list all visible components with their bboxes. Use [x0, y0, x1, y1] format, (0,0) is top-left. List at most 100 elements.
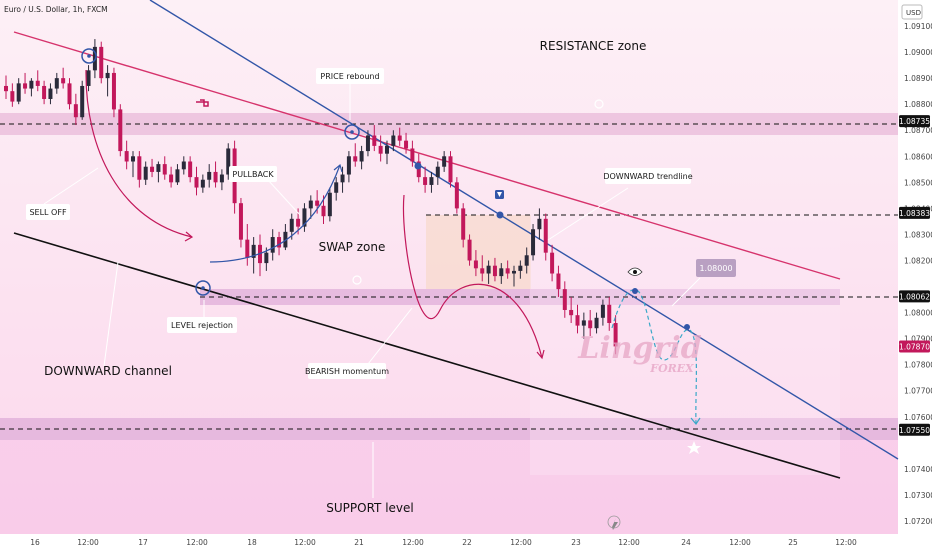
price-tick-label: 1.08300	[904, 230, 932, 239]
channel-lower-line	[13, 232, 841, 479]
currency-label: USD	[906, 9, 921, 17]
candle-body	[308, 200, 313, 209]
downward-trendline-blue	[149, 0, 899, 460]
price-tick-label: 1.07400	[904, 465, 932, 474]
candle-body	[105, 72, 110, 79]
currency-label-box	[901, 4, 923, 20]
candle-body	[16, 83, 21, 102]
candle-body	[150, 166, 155, 172]
candle-body	[143, 166, 148, 180]
candle-body	[86, 70, 91, 86]
price-tick-label: 1.07900	[904, 335, 932, 344]
level-rejection-label: LEVEL rejection	[171, 321, 233, 330]
candle-body	[80, 85, 85, 118]
time-tick-label: 23	[571, 538, 581, 547]
candle-body	[378, 145, 383, 154]
hammer-icon	[196, 99, 209, 107]
candle-body	[372, 135, 377, 146]
candle-body	[296, 218, 301, 227]
clock-icon	[352, 275, 362, 285]
candle-body	[556, 273, 561, 290]
price-tick-label: 1.08500	[904, 178, 932, 187]
candle-body	[524, 255, 529, 266]
candle-body	[505, 268, 510, 274]
lower-region	[0, 440, 898, 534]
candle-body	[67, 83, 72, 105]
candle-body	[207, 171, 212, 180]
candle-body	[175, 169, 180, 183]
candle-body	[454, 182, 459, 209]
candle-body	[226, 148, 231, 175]
candle-body	[391, 135, 396, 146]
price-tick-label: 1.07600	[904, 413, 932, 422]
price-badge	[899, 340, 930, 353]
candle-body	[537, 218, 542, 230]
candle-body	[131, 156, 135, 162]
time-tick-label: 22	[462, 538, 472, 547]
price-badge-label: 1.08383	[899, 209, 930, 218]
time-tick-label: 12:00	[510, 538, 532, 547]
candle-body	[435, 166, 440, 178]
candle-body	[461, 208, 466, 240]
price-tick-label: 1.07300	[904, 491, 932, 500]
candle-body	[480, 268, 485, 274]
time-tick-label: 21	[354, 538, 364, 547]
down-arrow-icon	[497, 192, 502, 197]
price-badge	[899, 206, 930, 219]
candle-body	[359, 151, 364, 162]
candle-body	[35, 80, 40, 86]
candle-body	[467, 239, 472, 261]
candle-body	[238, 203, 243, 240]
price-badge	[899, 115, 930, 128]
candle-body	[613, 323, 618, 347]
candle-body	[531, 229, 536, 256]
price-badge-label: 1.08062	[899, 292, 930, 301]
price-tick-label: 1.09100	[904, 22, 932, 31]
candle-body	[423, 177, 428, 185]
time-tick-label: 12:00	[186, 538, 208, 547]
candles-group	[4, 39, 618, 355]
candle-body	[346, 156, 351, 175]
time-tick-label: 18	[247, 538, 257, 547]
candle-body	[550, 252, 555, 274]
downward-trendline-label: DOWNWARD trendline	[603, 172, 692, 181]
eye-pupil	[633, 270, 637, 274]
candle-body	[48, 88, 53, 99]
candle-body	[334, 182, 339, 193]
price-rebound-label: PRICE rebound	[320, 72, 379, 81]
annotation-boxes	[26, 68, 691, 379]
candle-body	[10, 91, 15, 102]
downward-channel-label: DOWNWARD channel	[44, 364, 172, 378]
candle-body	[188, 161, 193, 178]
time-tick-label: 12:00	[618, 538, 640, 547]
candle-body	[327, 192, 332, 217]
price-badge	[899, 290, 930, 303]
candle-body	[410, 148, 415, 162]
candle-body	[575, 315, 580, 326]
candle-body	[213, 171, 218, 183]
candle-body	[111, 72, 116, 110]
price-tick-label: 1.07700	[904, 387, 932, 396]
candle-body	[137, 156, 142, 180]
time-tick-label: 12:00	[77, 538, 99, 547]
time-tick-label: 12:00	[402, 538, 424, 547]
candle-body	[162, 164, 167, 175]
candle-body	[277, 237, 282, 248]
candle-body	[124, 151, 129, 162]
candle-body	[600, 304, 605, 318]
candle-body	[181, 161, 186, 170]
candle-body	[251, 244, 256, 258]
time-tick-label: 24	[681, 538, 691, 547]
price-tick-label: 1.08800	[904, 100, 932, 109]
price-badge	[899, 423, 930, 436]
candle-body	[200, 179, 205, 188]
level-lines	[0, 123, 898, 430]
candle-body	[23, 83, 28, 89]
price-tick-label: 1.08600	[904, 152, 932, 161]
candle-body	[594, 317, 599, 329]
price-badges: 1.08735 1.08383 1.08062 1.07870 1.07550	[899, 115, 930, 436]
drawing-tool-ring	[607, 515, 621, 529]
candle-body	[543, 218, 548, 253]
candle-body	[588, 320, 593, 329]
candle-body	[264, 252, 269, 264]
